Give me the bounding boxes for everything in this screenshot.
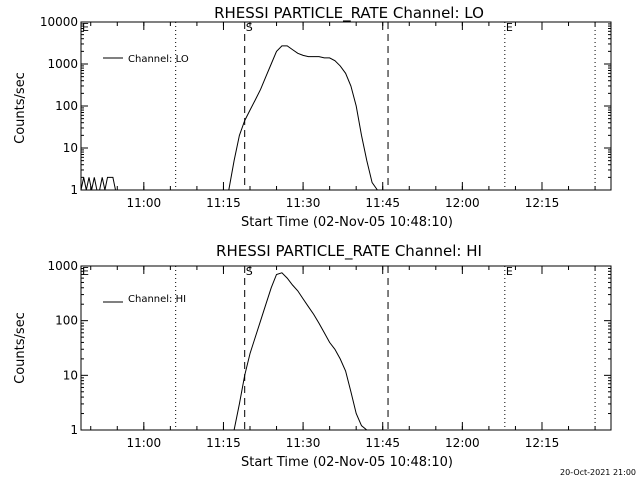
y-axis-label-lo: Counts/sec <box>13 72 28 144</box>
legend-label-lo: Channel: LO <box>128 54 189 65</box>
y-tick-label-lo: 1 <box>70 183 78 197</box>
x-tick-label-hi: 12:15 <box>525 436 560 450</box>
chart-title-lo: RHESSI PARTICLE_RATE Channel: LO <box>214 4 484 23</box>
x-tick-label-lo: 11:30 <box>286 196 321 210</box>
x-axis-label-hi: Start Time (02-Nov-05 10:48:10) <box>241 455 453 470</box>
marker-label-hi: E <box>506 265 513 278</box>
plot-frame-lo <box>80 21 612 191</box>
plot-frame-hi <box>80 265 612 431</box>
y-tick-label-lo: 10 <box>63 141 78 155</box>
x-tick-label-lo: 12:15 <box>525 196 560 210</box>
y-tick-label-hi: 1000 <box>47 259 78 273</box>
x-tick-label-lo: 11:45 <box>365 196 400 210</box>
y-axis-label-hi: Counts/sec <box>13 312 28 384</box>
marker-label-lo: S <box>246 21 253 34</box>
legend-label-hi: Channel: HI <box>128 294 186 305</box>
series-line-hi <box>233 272 373 431</box>
y-tick-label-lo: 100 <box>55 99 78 113</box>
x-axis-label-lo: Start Time (02-Nov-05 10:48:10) <box>241 215 453 230</box>
marker-label-lo: E <box>82 21 89 34</box>
chart-title-hi: RHESSI PARTICLE_RATE Channel: HI <box>216 242 482 261</box>
footer-timestamp: 20-Oct-2021 21:00 <box>560 468 636 477</box>
y-tick-label-hi: 10 <box>63 368 78 382</box>
x-tick-label-hi: 11:15 <box>206 436 241 450</box>
x-tick-label-hi: 11:30 <box>286 436 321 450</box>
chart-panel-lo: RHESSI PARTICLE_RATE Channel: LO Start T… <box>13 4 612 230</box>
x-tick-label-hi: 11:45 <box>365 436 400 450</box>
x-tick-label-lo: 11:00 <box>127 196 162 210</box>
x-tick-label-hi: 11:00 <box>127 436 162 450</box>
y-tick-label-lo: 10000 <box>40 15 78 29</box>
x-tick-label-hi: 12:00 <box>445 436 480 450</box>
marker-label-hi: S <box>246 265 253 278</box>
x-tick-label-lo: 11:15 <box>206 196 241 210</box>
y-tick-label-lo: 1000 <box>47 57 78 71</box>
y-tick-label-hi: 100 <box>55 314 78 328</box>
x-tick-label-lo: 12:00 <box>445 196 480 210</box>
marker-label-hi: E <box>82 265 89 278</box>
y-tick-label-hi: 1 <box>70 423 78 437</box>
chart-panel-hi: RHESSI PARTICLE_RATE Channel: HI Start T… <box>13 242 612 470</box>
series-line-lo <box>80 45 378 191</box>
marker-label-lo: E <box>506 21 513 34</box>
